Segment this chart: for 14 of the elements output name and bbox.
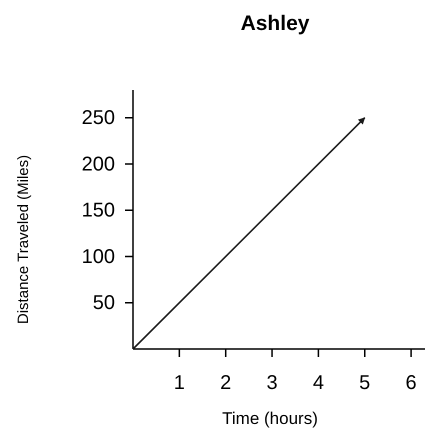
- x-tick-label: 2: [220, 372, 232, 394]
- y-tick-label: 250: [82, 107, 115, 130]
- x-tick-label: 6: [406, 372, 417, 394]
- y-tick-label: 100: [82, 246, 115, 268]
- x-tick-label: 3: [266, 372, 278, 394]
- chart-title: Ashley: [240, 12, 310, 35]
- x-axis-title: Time (hours): [222, 409, 318, 428]
- y-tick-label: 50: [92, 292, 115, 314]
- y-tick-label: 200: [82, 153, 115, 176]
- x-tick-label: 5: [359, 372, 370, 394]
- x-tick-label: 1: [174, 372, 185, 394]
- y-tick-label: 150: [82, 200, 115, 222]
- y-axis-title: Distance Traveled (Miles): [15, 154, 32, 324]
- x-tick-label: 4: [312, 372, 324, 394]
